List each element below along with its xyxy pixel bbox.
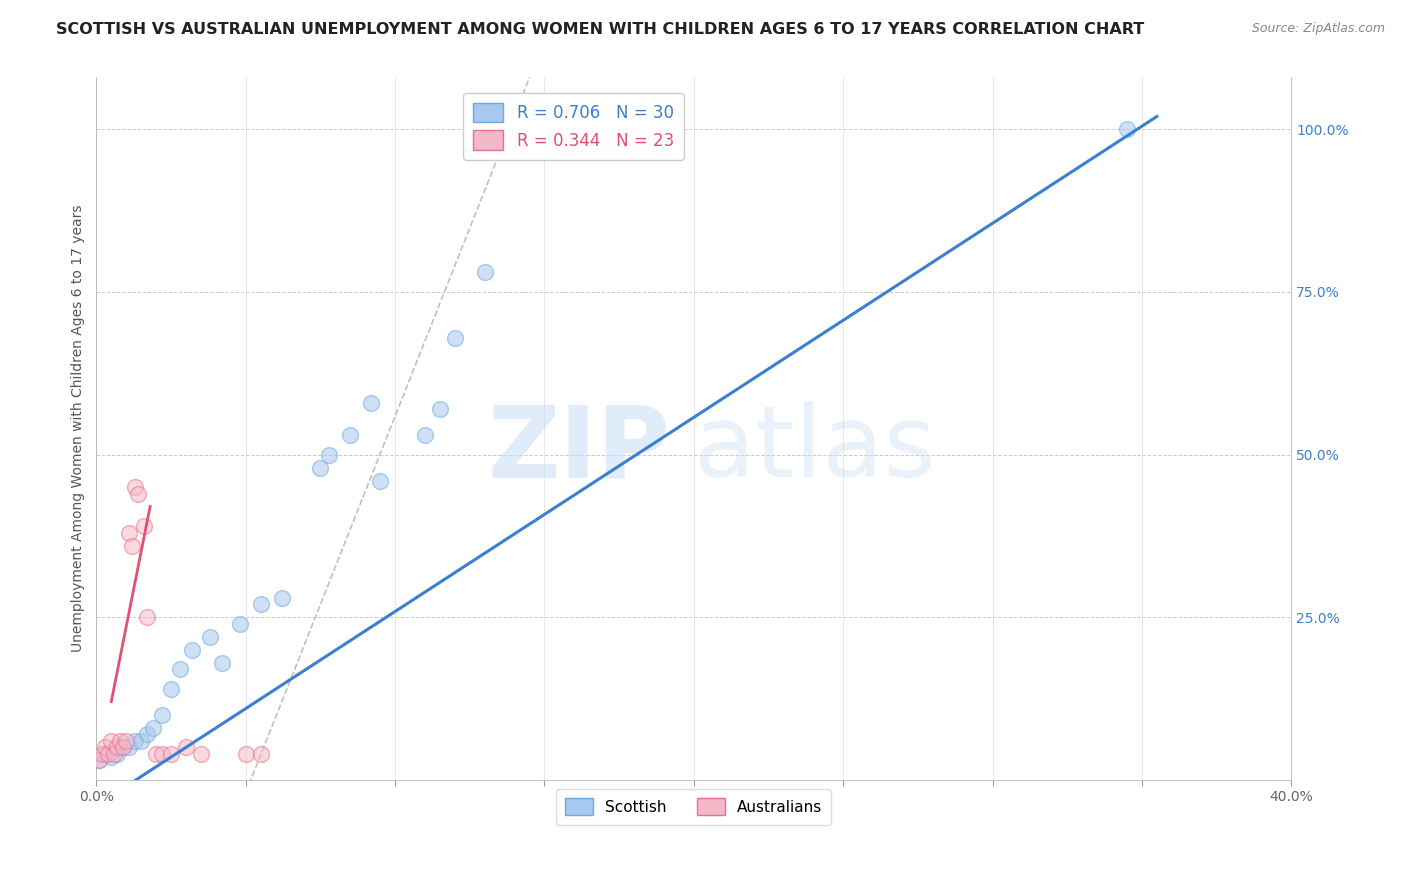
Point xyxy=(1116,122,1139,136)
Point xyxy=(136,610,159,624)
Point xyxy=(249,597,271,611)
Point xyxy=(94,747,117,761)
Point xyxy=(174,740,197,755)
Legend: Scottish, Australians: Scottish, Australians xyxy=(557,789,831,824)
Y-axis label: Unemployment Among Women with Children Ages 6 to 17 years: Unemployment Among Women with Children A… xyxy=(72,205,86,652)
Point xyxy=(89,753,111,767)
Point xyxy=(413,428,436,442)
Point xyxy=(169,662,191,676)
Point xyxy=(105,740,128,755)
Point xyxy=(150,707,173,722)
Point xyxy=(112,740,135,755)
Point xyxy=(339,428,361,442)
Point xyxy=(235,747,257,761)
Point xyxy=(229,616,252,631)
Point xyxy=(368,474,391,488)
Point xyxy=(211,656,233,670)
Point xyxy=(121,539,143,553)
Point xyxy=(198,630,221,644)
Point xyxy=(127,486,149,500)
Point xyxy=(100,733,122,747)
Point xyxy=(91,747,114,761)
Point xyxy=(318,448,340,462)
Point xyxy=(145,747,167,761)
Point xyxy=(136,727,159,741)
Point xyxy=(129,733,152,747)
Text: ZIP: ZIP xyxy=(486,401,669,498)
Point xyxy=(134,519,156,533)
Point xyxy=(150,747,173,761)
Text: atlas: atlas xyxy=(693,401,935,498)
Point xyxy=(97,747,120,761)
Text: SCOTTISH VS AUSTRALIAN UNEMPLOYMENT AMONG WOMEN WITH CHILDREN AGES 6 TO 17 YEARS: SCOTTISH VS AUSTRALIAN UNEMPLOYMENT AMON… xyxy=(56,22,1144,37)
Point xyxy=(270,591,292,605)
Point xyxy=(190,747,212,761)
Text: Source: ZipAtlas.com: Source: ZipAtlas.com xyxy=(1251,22,1385,36)
Point xyxy=(118,525,141,540)
Point xyxy=(118,740,141,755)
Point xyxy=(249,747,271,761)
Point xyxy=(89,753,111,767)
Point xyxy=(360,395,382,409)
Point xyxy=(474,265,496,279)
Point xyxy=(103,747,125,761)
Point xyxy=(309,460,332,475)
Point xyxy=(429,402,451,417)
Point xyxy=(160,681,183,696)
Point xyxy=(124,480,146,494)
Point xyxy=(160,747,183,761)
Point xyxy=(124,733,146,747)
Point xyxy=(110,733,132,747)
Point xyxy=(94,740,117,755)
Point xyxy=(142,721,165,735)
Point xyxy=(100,749,122,764)
Point xyxy=(105,747,128,761)
Point xyxy=(444,330,467,344)
Point xyxy=(115,733,138,747)
Point xyxy=(519,116,541,130)
Point xyxy=(112,740,135,755)
Point xyxy=(181,642,204,657)
